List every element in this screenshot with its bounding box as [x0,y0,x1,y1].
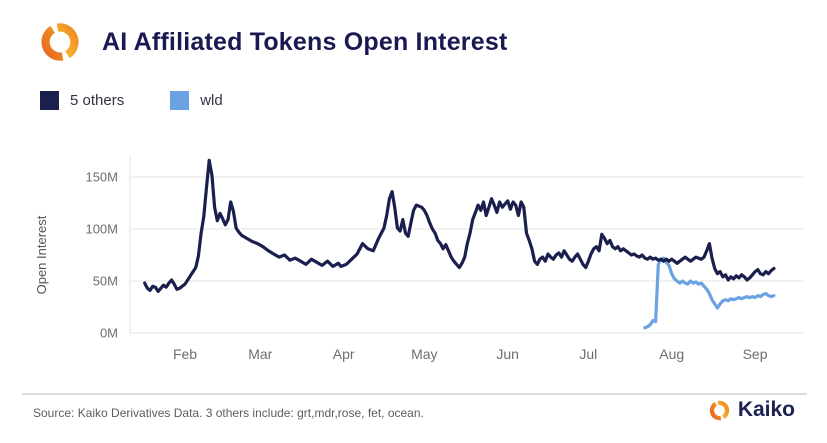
legend-item-wld: wld [170,91,223,110]
kaiko-brand: Kaiko [708,398,795,422]
legend-swatch-5-others [40,91,59,110]
x-tick-Mar: Mar [248,346,272,362]
y-tick-150M: 150M [85,170,118,185]
y-tick-100M: 100M [85,222,118,237]
page-title: AI Affiliated Tokens Open Interest [102,27,508,56]
x-tick-Jul: Jul [579,346,597,362]
y-tick-0M: 0M [100,326,118,341]
x-tick-Apr: Apr [333,346,355,362]
x-tick-May: May [411,346,437,362]
series-line-wld [643,256,776,330]
x-tick-Feb: Feb [173,346,197,362]
x-tick-Jun: Jun [496,346,519,362]
y-tick-50M: 50M [93,274,118,289]
legend-swatch-wld [170,91,190,110]
kaiko-brand-text: Kaiko [737,398,795,421]
legend: 5 others wld [40,91,223,110]
legend-item-5-others: 5 others [40,91,124,110]
kaiko-brand-icon [708,399,731,422]
y-axis-title: Open Interest [34,215,49,294]
footer-divider [22,393,807,395]
x-tick-Sep: Sep [743,346,768,362]
legend-label-wld: wld [200,92,223,109]
series-line-5-others [143,158,776,293]
legend-label-5-others: 5 others [70,92,125,109]
open-interest-line-chart: 0M 50M 100M 150M Feb Mar Apr May Jun Jul Aug Sep Ope… [34,156,803,362]
source-note: Source: Kaiko Derivatives Data. 3 others… [33,406,424,420]
x-tick-Aug: Aug [659,346,684,362]
header: AI Affiliated Tokens Open Interest [38,20,507,64]
kaiko-logo-icon [38,20,82,64]
